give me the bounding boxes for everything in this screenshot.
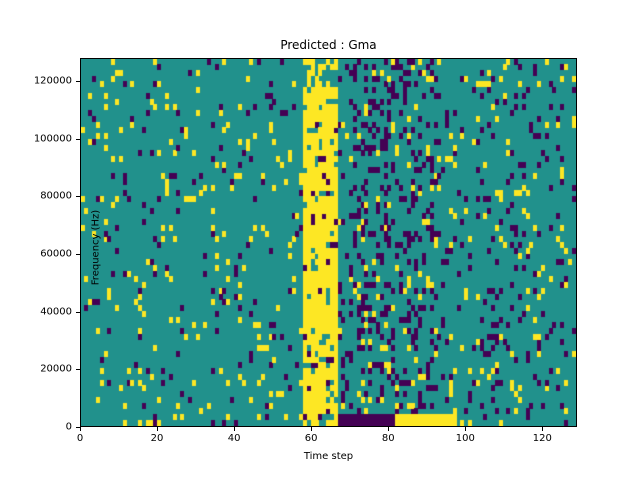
y-tick-mark bbox=[76, 81, 80, 83]
y-tick-label: 100000 bbox=[33, 133, 72, 145]
y-tick-label: 40000 bbox=[40, 306, 72, 318]
x-tick-label: 60 bbox=[304, 433, 318, 444]
y-tick-label: 20000 bbox=[40, 363, 72, 375]
heatmap-canvas bbox=[81, 59, 576, 426]
y-axis-label: Frequency (Hz) bbox=[90, 209, 102, 286]
x-tick-mark bbox=[465, 427, 467, 431]
x-tick-mark bbox=[234, 427, 236, 431]
y-tick-mark bbox=[76, 196, 80, 198]
x-tick-label: 40 bbox=[227, 433, 241, 444]
y-tick-mark bbox=[76, 427, 80, 428]
x-tick-mark bbox=[157, 427, 159, 431]
plot-area bbox=[80, 58, 577, 427]
x-tick-mark bbox=[311, 427, 313, 431]
y-tick-label: 120000 bbox=[33, 75, 72, 87]
y-tick-label: 80000 bbox=[40, 190, 72, 202]
y-tick-mark bbox=[76, 254, 80, 256]
x-tick-label: 80 bbox=[381, 433, 395, 444]
x-tick-mark bbox=[80, 427, 81, 431]
x-tick-label: 0 bbox=[76, 433, 84, 444]
y-tick-label: 0 bbox=[65, 421, 72, 433]
y-tick-mark bbox=[76, 311, 80, 313]
chart-title: Predicted : Gma bbox=[280, 38, 377, 52]
x-axis-label: Time step bbox=[303, 451, 354, 462]
y-tick-mark bbox=[76, 138, 80, 140]
x-tick-label: 100 bbox=[455, 433, 475, 444]
x-tick-mark bbox=[388, 427, 390, 431]
y-tick-label: 60000 bbox=[40, 248, 72, 260]
y-tick-mark bbox=[76, 369, 80, 371]
x-tick-mark bbox=[542, 427, 544, 431]
x-tick-label: 120 bbox=[532, 433, 552, 444]
x-tick-label: 20 bbox=[150, 433, 164, 444]
